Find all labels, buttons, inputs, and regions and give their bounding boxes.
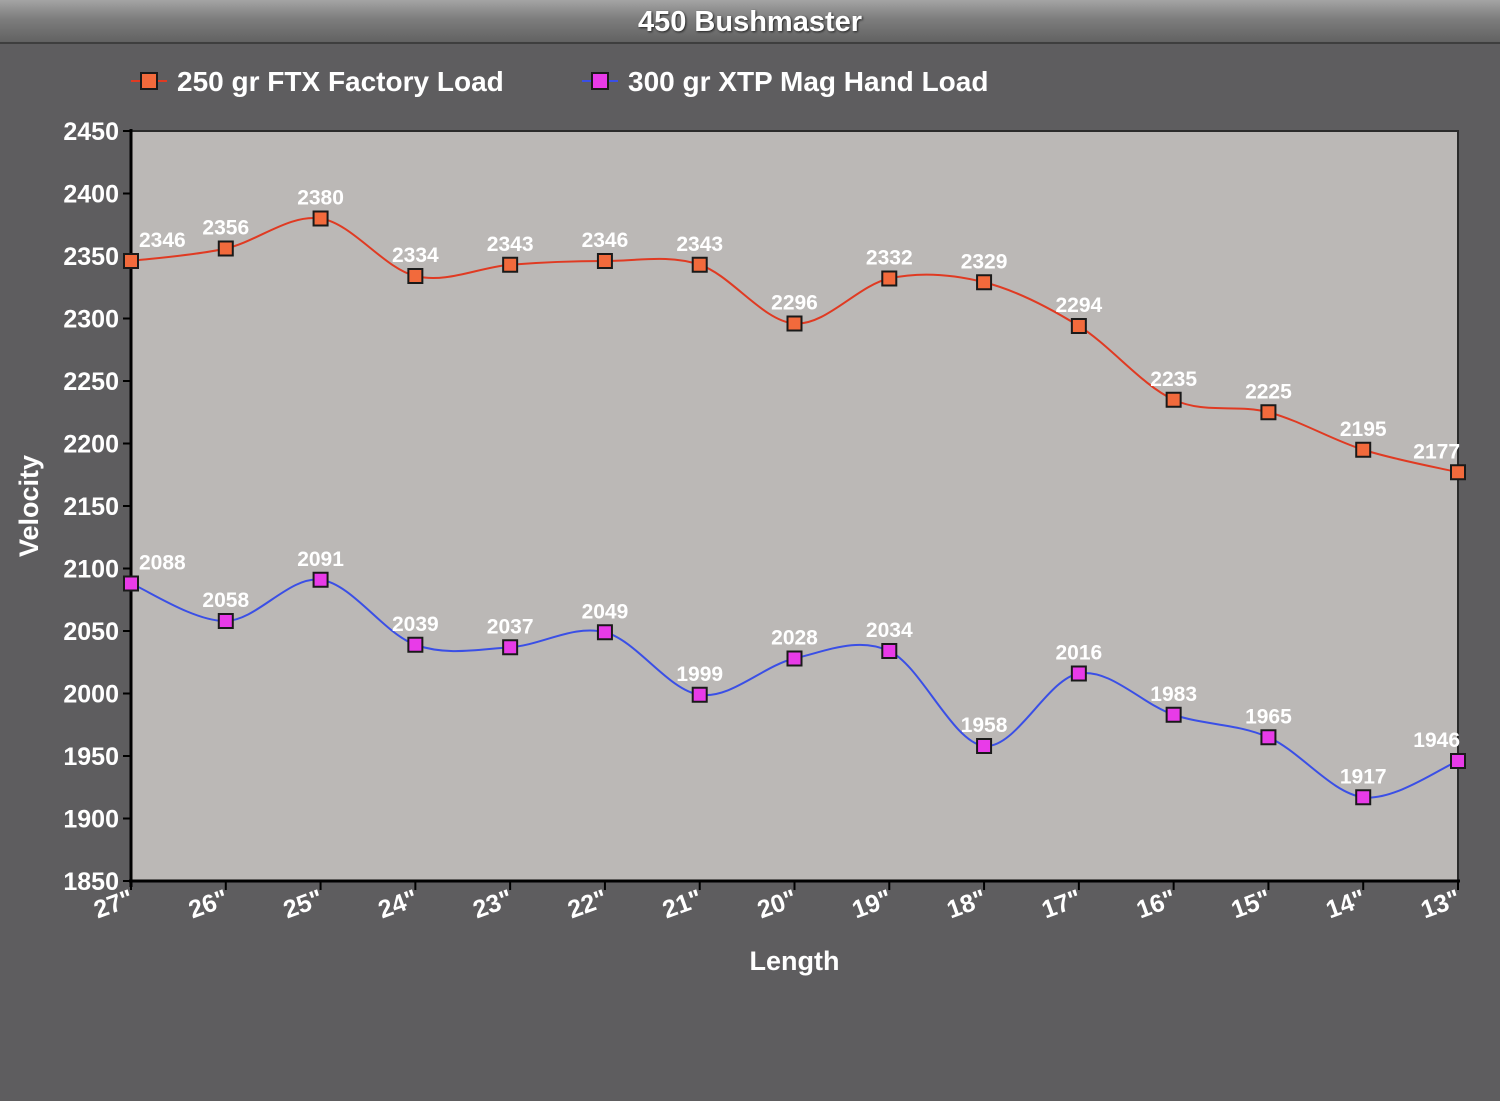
y-tick-label: 1850	[63, 868, 119, 896]
data-label: 2346	[582, 229, 629, 252]
data-label: 2296	[771, 292, 818, 315]
data-label: 1983	[1150, 683, 1197, 706]
data-point	[1165, 391, 1182, 408]
x-tick-label: 16"	[1133, 884, 1180, 924]
data-label: 2334	[392, 244, 439, 267]
data-label: 2343	[676, 233, 723, 256]
x-tick-label: 18"	[943, 884, 990, 924]
x-tick-label: 24"	[375, 884, 422, 924]
y-tick-label: 2100	[63, 556, 119, 584]
y-tick-label: 2200	[63, 431, 119, 459]
legend-marker	[591, 72, 609, 90]
x-tick-label: 17"	[1038, 884, 1085, 924]
data-point	[1355, 789, 1372, 806]
title-bar: 450 Bushmaster	[0, 0, 1500, 44]
x-tick-label: 14"	[1322, 884, 1369, 924]
data-point	[1165, 706, 1182, 723]
y-tick-label: 2250	[63, 368, 119, 396]
data-point	[217, 240, 234, 257]
data-point	[502, 256, 519, 273]
data-point	[881, 643, 898, 659]
y-tick-label: 2450	[63, 118, 119, 146]
y-tick-label: 2150	[63, 493, 119, 521]
data-label: 2195	[1340, 418, 1387, 441]
data-point	[1450, 753, 1466, 769]
data-label: 2380	[297, 187, 344, 210]
y-tick-label: 2000	[63, 681, 119, 709]
data-label: 2343	[487, 233, 534, 256]
data-point	[1070, 665, 1087, 682]
data-point	[1070, 318, 1087, 334]
y-tick-label: 2300	[63, 306, 119, 334]
legend-label: 250 gr FTX Factory Load	[177, 66, 504, 97]
x-tick-label: 15"	[1228, 884, 1275, 924]
y-axis-title: Velocity	[14, 455, 44, 557]
data-label: 1999	[676, 663, 723, 686]
data-label: 2037	[487, 615, 534, 638]
legend-marker	[140, 72, 158, 90]
x-tick-label: 25"	[280, 884, 327, 924]
data-point	[502, 639, 519, 656]
data-point	[407, 268, 424, 284]
data-point	[786, 650, 803, 667]
data-point	[881, 270, 898, 287]
x-tick-label: 26"	[185, 884, 232, 924]
chart-title: 450 Bushmaster	[637, 6, 863, 38]
data-label: 2356	[202, 217, 249, 240]
data-point	[312, 210, 329, 227]
y-tick-label: 1900	[63, 806, 119, 834]
data-label: 2034	[866, 619, 913, 642]
data-point	[312, 571, 329, 588]
data-point	[596, 624, 613, 641]
data-point	[1260, 729, 1277, 746]
data-label: 2225	[1245, 380, 1292, 403]
data-label: 2049	[582, 600, 629, 623]
data-point	[217, 613, 234, 629]
data-point	[976, 738, 993, 754]
data-label: 2346	[139, 229, 186, 252]
data-label: 2039	[392, 613, 439, 636]
legend-label: 300 gr XTP Mag Hand Load	[628, 66, 988, 97]
data-label: 2329	[961, 250, 1008, 273]
data-label: 2088	[139, 552, 186, 575]
data-point	[1450, 464, 1466, 481]
data-point	[691, 256, 708, 273]
data-label: 1958	[961, 714, 1008, 737]
data-label: 1965	[1245, 705, 1292, 728]
y-tick-label: 2050	[63, 618, 119, 646]
data-label: 2058	[202, 589, 249, 612]
data-point	[786, 315, 803, 332]
data-label: 1946	[1413, 729, 1460, 752]
data-point	[691, 686, 708, 703]
x-tick-label: 21"	[659, 884, 706, 924]
data-point	[1260, 404, 1277, 421]
x-tick-label: 23"	[469, 884, 516, 924]
data-point	[596, 253, 613, 269]
data-point	[123, 575, 139, 592]
data-point	[407, 636, 424, 653]
data-label: 2091	[297, 548, 344, 571]
data-label: 2294	[1055, 294, 1102, 317]
y-tick-label: 2400	[63, 181, 119, 209]
x-tick-label: 20"	[754, 884, 801, 924]
data-point	[123, 253, 139, 269]
data-label: 2177	[1413, 440, 1460, 463]
data-point	[1355, 441, 1372, 458]
data-label: 2332	[866, 247, 913, 270]
y-tick-label: 2350	[63, 243, 119, 271]
x-tick-label: 22"	[564, 884, 611, 924]
data-label: 2235	[1150, 368, 1197, 391]
data-point	[976, 274, 993, 291]
y-tick-label: 1950	[63, 743, 119, 771]
x-tick-label: 19"	[848, 884, 895, 924]
x-axis-title: Length	[750, 946, 840, 976]
data-label: 2016	[1055, 642, 1102, 665]
x-tick-label: 13"	[1417, 884, 1464, 924]
data-label: 2028	[771, 627, 818, 650]
data-label: 1917	[1340, 765, 1387, 788]
plot-area	[130, 130, 1459, 882]
